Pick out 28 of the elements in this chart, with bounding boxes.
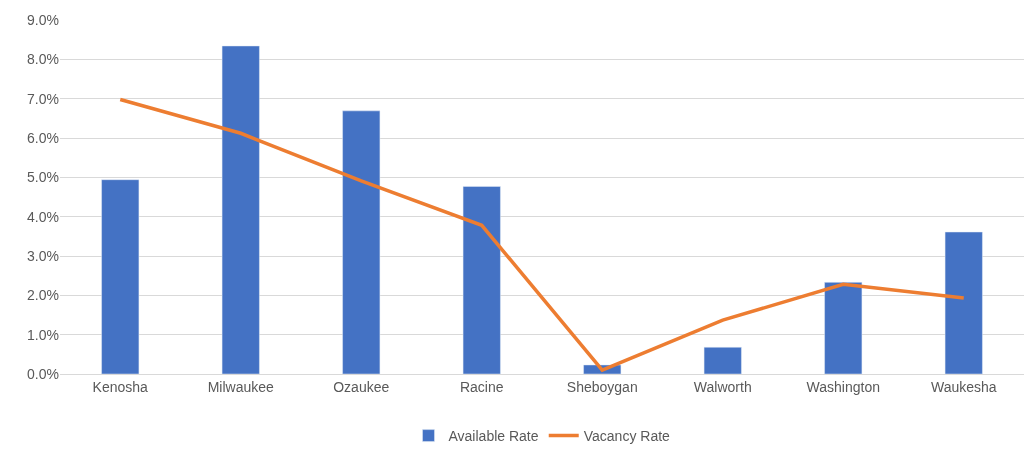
legend-label: Available Rate <box>448 428 539 445</box>
bar <box>824 282 863 374</box>
y-tick-label: 6.0% <box>27 129 59 146</box>
bar <box>462 186 501 374</box>
y-tick-label: 1.0% <box>27 326 59 343</box>
legend-label: Vacancy Rate <box>583 428 671 445</box>
x-tick-label: Milwaukee <box>207 378 275 395</box>
x-tick-label: Walworth <box>693 378 752 395</box>
y-tick-label: 5.0% <box>27 169 59 186</box>
bar <box>221 45 260 374</box>
x-tick-label: Waukesha <box>930 378 997 395</box>
bar <box>703 347 742 374</box>
x-tick-label: Sheboygan <box>566 378 638 395</box>
x-tick-label: Ozaukee <box>333 378 390 395</box>
x-tick-label: Washington <box>806 378 880 395</box>
y-tick-label: 0.0% <box>27 365 59 382</box>
bar <box>342 110 381 374</box>
x-tick-label: Racine <box>459 378 504 395</box>
y-tick-label: 7.0% <box>27 90 59 107</box>
bar <box>944 231 983 374</box>
y-tick-label: 4.0% <box>27 208 59 225</box>
bar <box>101 179 140 374</box>
y-tick-label: 9.0% <box>27 11 59 28</box>
y-tick-label: 3.0% <box>27 247 59 264</box>
y-tick-label: 2.0% <box>27 287 59 304</box>
line-series <box>118 97 966 372</box>
y-tick-label: 8.0% <box>27 51 59 68</box>
x-tick-label: Kenosha <box>92 378 149 395</box>
